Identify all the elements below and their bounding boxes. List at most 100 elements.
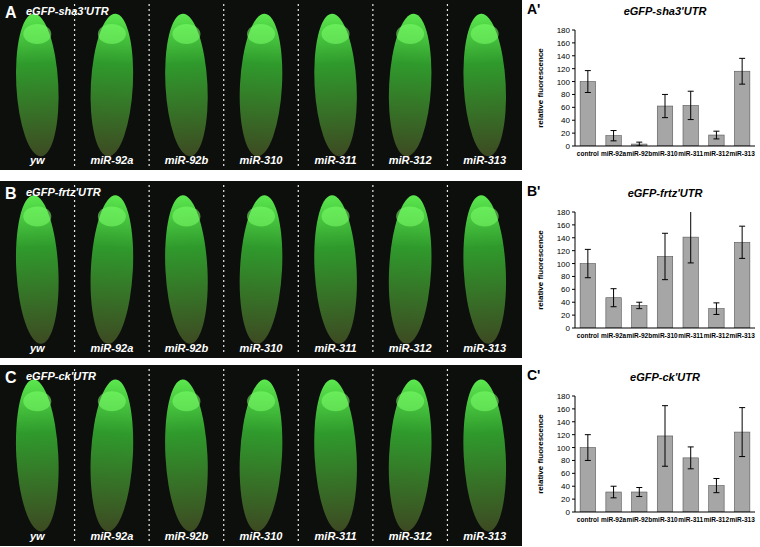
image-panel: ywmiR-92amiR-92bmiR-310miR-311miR-312miR… xyxy=(0,365,522,546)
tick-label: 80 xyxy=(561,272,570,281)
chart: B'eGFP-frtz'UTRrelative fluorescence0204… xyxy=(527,183,755,339)
tick-label: 0 xyxy=(566,324,571,333)
separator xyxy=(149,369,150,542)
separator xyxy=(372,4,373,166)
genotype-label: miR-310 xyxy=(240,154,284,166)
tick-label: 120 xyxy=(557,65,571,74)
tick-label: 120 xyxy=(557,431,571,440)
error-bar xyxy=(585,249,591,277)
error-bar xyxy=(662,406,668,467)
category-label: miR-313 xyxy=(729,516,755,523)
tick-label: 100 xyxy=(557,260,571,269)
error-cap xyxy=(713,131,719,132)
error-stem xyxy=(742,58,743,84)
error-stem xyxy=(613,131,614,141)
error-bar xyxy=(611,131,617,141)
x-axis xyxy=(575,328,755,329)
larva-image xyxy=(87,378,137,532)
error-cap xyxy=(636,308,642,309)
larva-glow xyxy=(247,206,275,226)
category-label: miR-310 xyxy=(652,332,678,339)
separator xyxy=(74,369,75,542)
error-bar xyxy=(636,142,642,146)
larva-glow xyxy=(98,391,126,411)
larva-image xyxy=(385,194,435,345)
error-cap xyxy=(713,302,719,303)
category-label: miR-92b xyxy=(626,516,652,523)
error-cap xyxy=(611,497,617,498)
panel-title: eGFP-frtz'UTR xyxy=(26,186,101,198)
separator xyxy=(223,369,224,542)
error-bar xyxy=(713,131,719,139)
error-cap xyxy=(636,496,642,497)
error-bar xyxy=(662,233,668,279)
larva-image xyxy=(236,378,286,532)
tick-label: 60 xyxy=(561,103,570,112)
larva-glow xyxy=(396,24,424,44)
genotype-label: miR-92b xyxy=(165,154,209,166)
tick-label: 100 xyxy=(557,78,571,87)
tick-label: 180 xyxy=(557,26,571,35)
error-bar xyxy=(688,212,694,263)
error-stem xyxy=(690,212,691,263)
larva-glow xyxy=(322,391,350,411)
tick-label: 160 xyxy=(557,221,571,230)
larva-glow xyxy=(471,391,499,411)
tick-label: 140 xyxy=(557,234,571,243)
genotype-label: yw xyxy=(29,530,46,542)
error-cap xyxy=(713,492,719,493)
genotype-label: yw xyxy=(29,342,46,354)
panel-title: eGFP-sha3'UTR xyxy=(26,5,109,17)
error-cap xyxy=(662,405,668,406)
larva-glow xyxy=(247,24,275,44)
larva-glow xyxy=(247,391,275,411)
error-bar xyxy=(713,303,719,315)
error-stem xyxy=(639,488,640,497)
separator xyxy=(447,4,448,166)
separator xyxy=(298,4,299,166)
panel-letter: C' xyxy=(527,367,540,383)
error-cap xyxy=(662,117,668,118)
larva-glow xyxy=(23,391,51,411)
error-cap xyxy=(739,456,745,457)
panel-letter: A' xyxy=(527,1,540,17)
error-cap xyxy=(713,314,719,315)
image-panel: ywmiR-92amiR-92bmiR-310miR-311miR-312miR… xyxy=(0,181,522,358)
category-label: miR-92a xyxy=(601,332,627,339)
larva-image xyxy=(460,13,509,158)
error-cap xyxy=(611,486,617,487)
axis-title: relative fluorescence xyxy=(536,414,545,494)
panel-letter: C xyxy=(5,369,17,386)
error-cap xyxy=(662,233,668,234)
genotype-label: miR-310 xyxy=(240,530,284,542)
error-stem xyxy=(742,408,743,457)
genotype-label: miR-312 xyxy=(389,154,432,166)
error-stem xyxy=(613,486,614,498)
error-bar xyxy=(662,94,668,117)
larva-glow xyxy=(396,206,424,226)
error-cap xyxy=(739,226,745,227)
genotype-label: miR-92a xyxy=(90,154,133,166)
genotype-label: miR-92a xyxy=(90,530,133,542)
category-label: miR-313 xyxy=(729,332,755,339)
error-stem xyxy=(716,478,717,492)
genotype-label: miR-92b xyxy=(165,342,209,354)
error-stem xyxy=(587,249,588,277)
tick-label: 40 xyxy=(561,482,570,491)
separator xyxy=(447,369,448,542)
error-bar xyxy=(611,289,617,307)
axis-title: relative fluorescence xyxy=(536,48,545,128)
larva-glow xyxy=(172,24,200,44)
separator xyxy=(74,185,75,354)
larva-image xyxy=(311,194,361,345)
error-cap xyxy=(688,468,694,469)
panel-letter: B' xyxy=(527,183,540,199)
error-bar xyxy=(585,435,591,461)
error-bar xyxy=(611,486,617,498)
category-label: miR-312 xyxy=(704,150,730,157)
category-label: miR-311 xyxy=(678,150,703,157)
tick-label: 100 xyxy=(557,444,571,453)
error-cap xyxy=(611,306,617,307)
error-cap xyxy=(662,94,668,95)
larva-glow xyxy=(396,391,424,411)
